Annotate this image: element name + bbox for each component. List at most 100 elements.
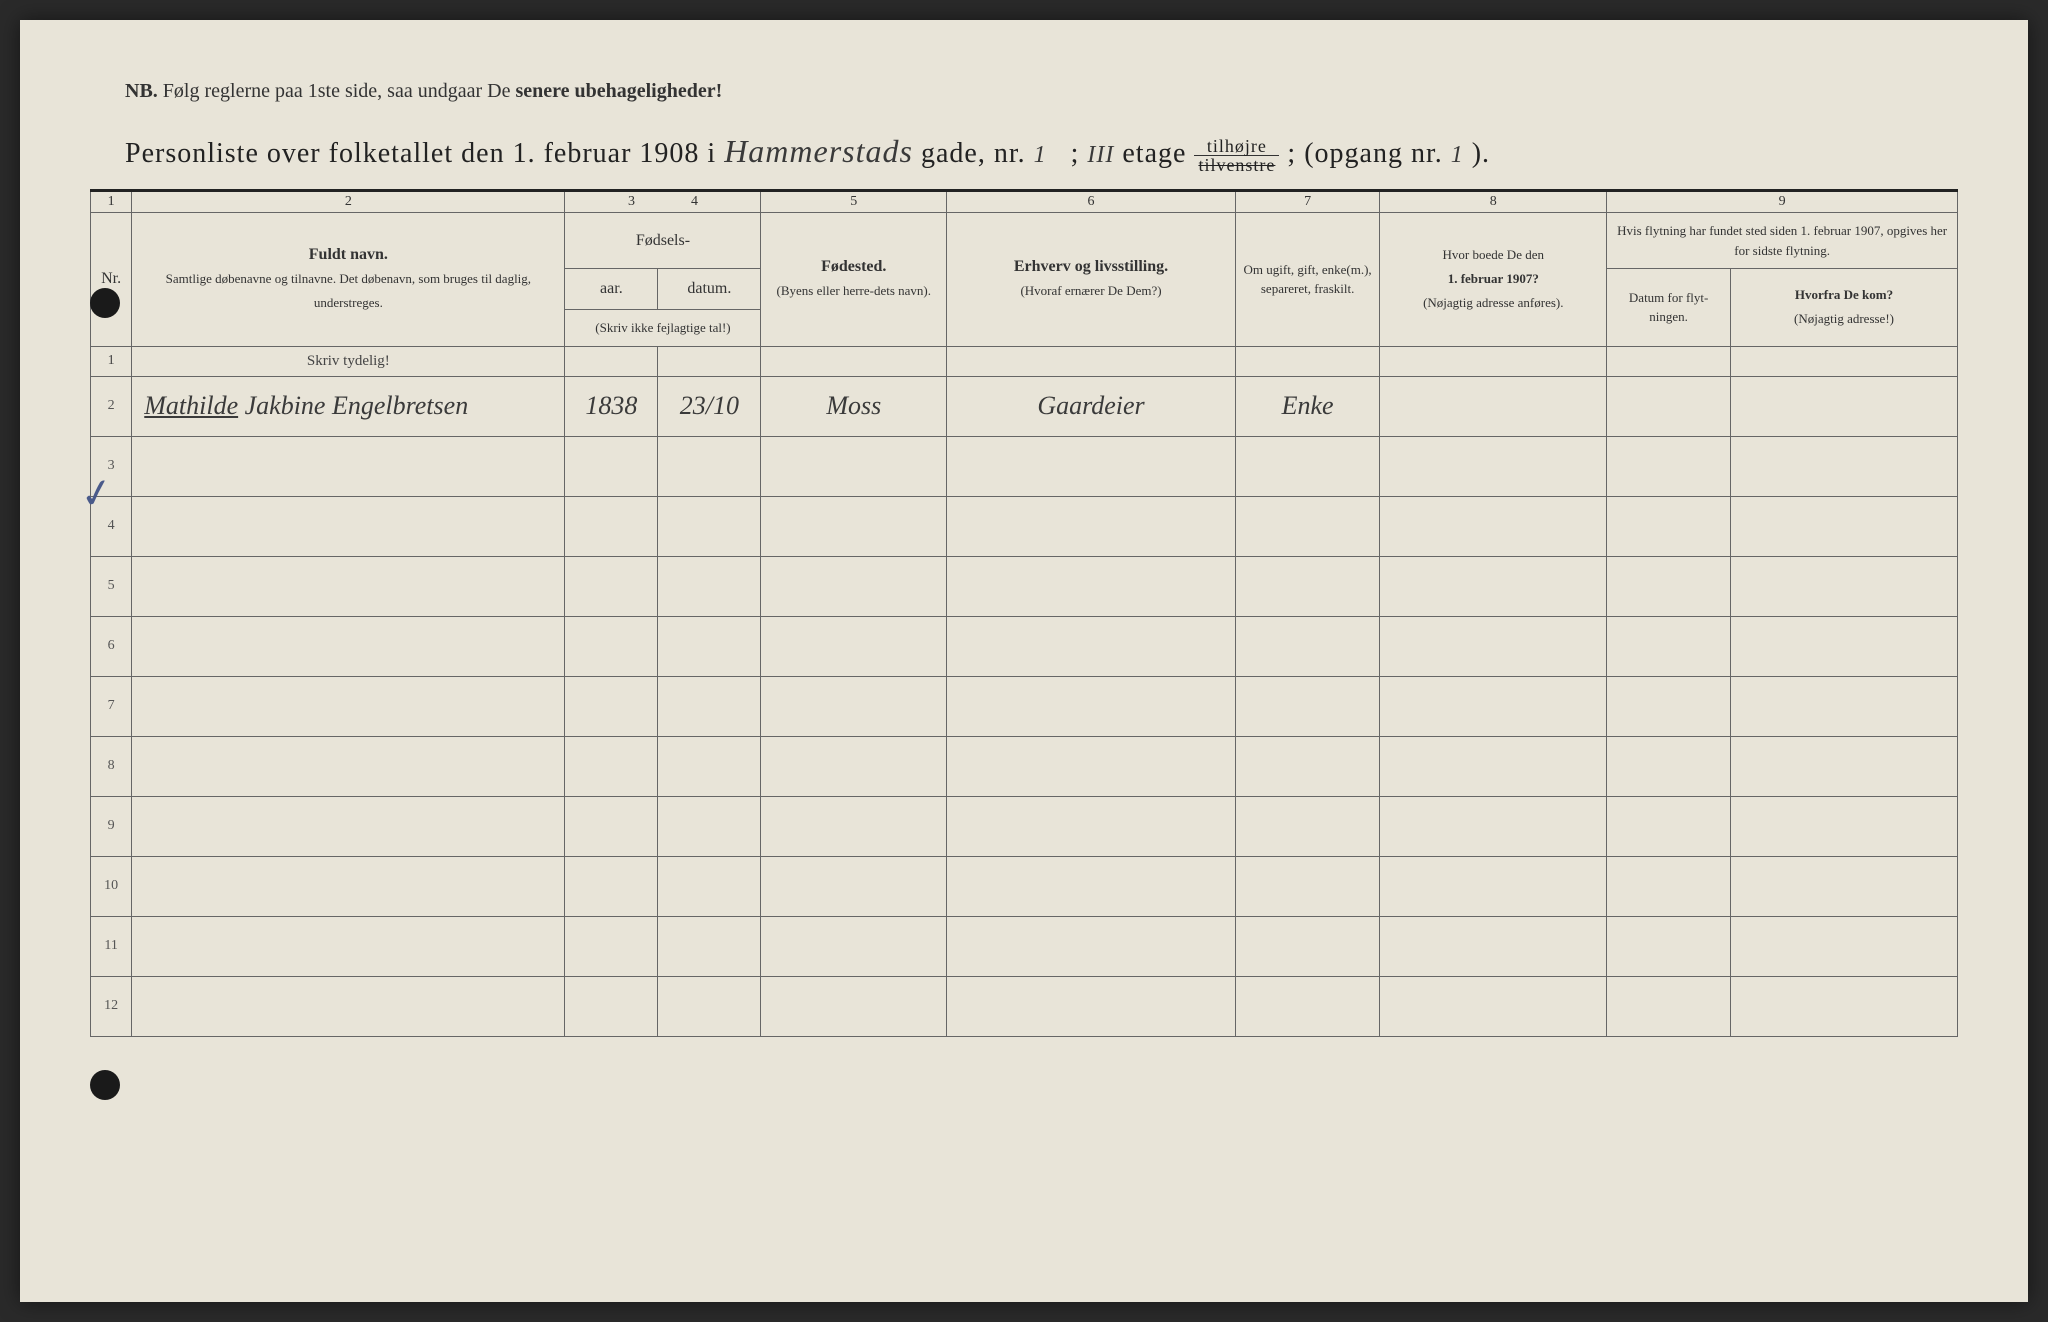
birthplace-cell — [761, 496, 947, 556]
move-date-cell — [1607, 376, 1731, 436]
table-row: 11 — [91, 916, 1958, 976]
row-number: 5 — [91, 556, 132, 616]
birth-date-cell — [658, 856, 761, 916]
birthplace-cell: Moss — [761, 376, 947, 436]
move-from-cell — [1731, 376, 1958, 436]
gade-nr-value: 1 — [1034, 142, 1047, 168]
column-number-row: 1 2 3 4 5 6 7 8 9 — [91, 191, 1958, 213]
addr1907-cell — [1380, 856, 1607, 916]
census-form-document: ✓ NB. Følg reglerne paa 1ste side, saa u… — [20, 20, 2028, 1302]
move-from-cell — [1731, 856, 1958, 916]
table-row: 3 — [91, 436, 1958, 496]
colnum-5: 5 — [761, 191, 947, 213]
header-stand: Om ugift, gift, enke(m.), separeret, fra… — [1235, 213, 1379, 347]
opgang-label: ; (opgang nr. — [1287, 138, 1442, 169]
marital-cell — [1235, 436, 1379, 496]
name-cell — [132, 856, 565, 916]
birth-year-cell — [565, 736, 658, 796]
row-number: 9 — [91, 796, 132, 856]
name-cell — [132, 556, 565, 616]
colnum-2: 2 — [132, 191, 565, 213]
header-datum: datum. — [658, 269, 761, 310]
header-1907: Hvor boede De den 1. februar 1907? (Nøja… — [1380, 213, 1607, 347]
move-date-cell — [1607, 676, 1731, 736]
fraction-bottom: tilvenstre — [1194, 156, 1279, 174]
birth-year-cell — [565, 856, 658, 916]
move-date-cell — [1607, 736, 1731, 796]
colnum-7: 7 — [1235, 191, 1379, 213]
row-number: 11 — [91, 916, 132, 976]
side-fraction: tilhøjre tilvenstre — [1194, 137, 1279, 174]
birth-year-cell — [565, 676, 658, 736]
birth-date-cell — [658, 676, 761, 736]
marital-cell — [1235, 496, 1379, 556]
table-row: 12 — [91, 976, 1958, 1036]
header-erhverv: Erhverv og livsstilling. (Hvoraf ernærer… — [947, 213, 1236, 347]
etage-value: III — [1087, 142, 1114, 168]
table-row: 2Mathilde Jakbine Engelbretsen183823/10M… — [91, 376, 1958, 436]
table-row: 6 — [91, 616, 1958, 676]
marital-cell — [1235, 556, 1379, 616]
header-row-1: Nr. Fuldt navn. Samtlige døbenavne og ti… — [91, 213, 1958, 269]
occupation-cell — [947, 916, 1236, 976]
punch-hole-bottom — [90, 1070, 120, 1100]
birthplace-cell — [761, 616, 947, 676]
move-date-cell — [1607, 496, 1731, 556]
instruction-row: 1 Skriv tydelig! — [91, 346, 1958, 376]
header-name: Fuldt navn. Samtlige døbenavne og tilnav… — [132, 213, 565, 347]
street-name-value: Hammerstads — [724, 133, 913, 169]
census-table: 1 2 3 4 5 6 7 8 9 Nr. Fuldt navn. Samtli… — [90, 189, 1958, 1037]
occupation-cell — [947, 496, 1236, 556]
etage-label: etage — [1122, 138, 1186, 169]
birth-year-cell — [565, 916, 658, 976]
colnum-6: 6 — [947, 191, 1236, 213]
birth-year-cell — [565, 616, 658, 676]
colnum-9: 9 — [1607, 191, 1958, 213]
move-date-cell — [1607, 556, 1731, 616]
row-num-1: 1 — [91, 346, 132, 376]
move-date-cell — [1607, 616, 1731, 676]
marital-cell — [1235, 856, 1379, 916]
header-aar: aar. — [565, 269, 658, 310]
form-title-line: Personliste over folketallet den 1. febr… — [90, 133, 1958, 174]
addr1907-cell — [1380, 736, 1607, 796]
table-row: 10 — [91, 856, 1958, 916]
marital-cell: Enke — [1235, 376, 1379, 436]
move-from-cell — [1731, 616, 1958, 676]
title-prefix: Personliste over folketallet den 1. febr… — [125, 138, 716, 169]
fraction-top: tilhøjre — [1194, 137, 1279, 156]
header-flytning: Hvis flytning har fundet sted siden 1. f… — [1607, 213, 1958, 269]
occupation-cell — [947, 736, 1236, 796]
occupation-cell — [947, 796, 1236, 856]
addr1907-cell — [1380, 376, 1607, 436]
header-fodsels: Fødsels- — [565, 213, 761, 269]
birth-year-cell — [565, 556, 658, 616]
marital-cell — [1235, 736, 1379, 796]
header-flyt-fra: Hvorfra De kom? (Nøjagtig adresse!) — [1731, 269, 1958, 347]
move-date-cell — [1607, 916, 1731, 976]
move-date-cell — [1607, 976, 1731, 1036]
name-cell — [132, 616, 565, 676]
birth-year-cell — [565, 976, 658, 1036]
nb-bold: senere ubehageligheder! — [515, 80, 722, 102]
birthplace-cell — [761, 976, 947, 1036]
birth-year-cell: 1838 — [565, 376, 658, 436]
name-cell — [132, 436, 565, 496]
row-number: 8 — [91, 736, 132, 796]
nb-instruction-line: NB. Følg reglerne paa 1ste side, saa und… — [90, 80, 1958, 103]
birthplace-cell — [761, 796, 947, 856]
birth-date-cell — [658, 436, 761, 496]
name-cell — [132, 796, 565, 856]
birth-year-cell — [565, 796, 658, 856]
birth-date-cell — [658, 976, 761, 1036]
marital-cell — [1235, 616, 1379, 676]
move-from-cell — [1731, 496, 1958, 556]
move-date-cell — [1607, 436, 1731, 496]
nb-label: NB. — [125, 80, 158, 102]
move-from-cell — [1731, 976, 1958, 1036]
skriv-tydelig: Skriv tydelig! — [132, 346, 565, 376]
marital-cell — [1235, 916, 1379, 976]
table-row: 4 — [91, 496, 1958, 556]
addr1907-cell — [1380, 556, 1607, 616]
table-row: 5 — [91, 556, 1958, 616]
